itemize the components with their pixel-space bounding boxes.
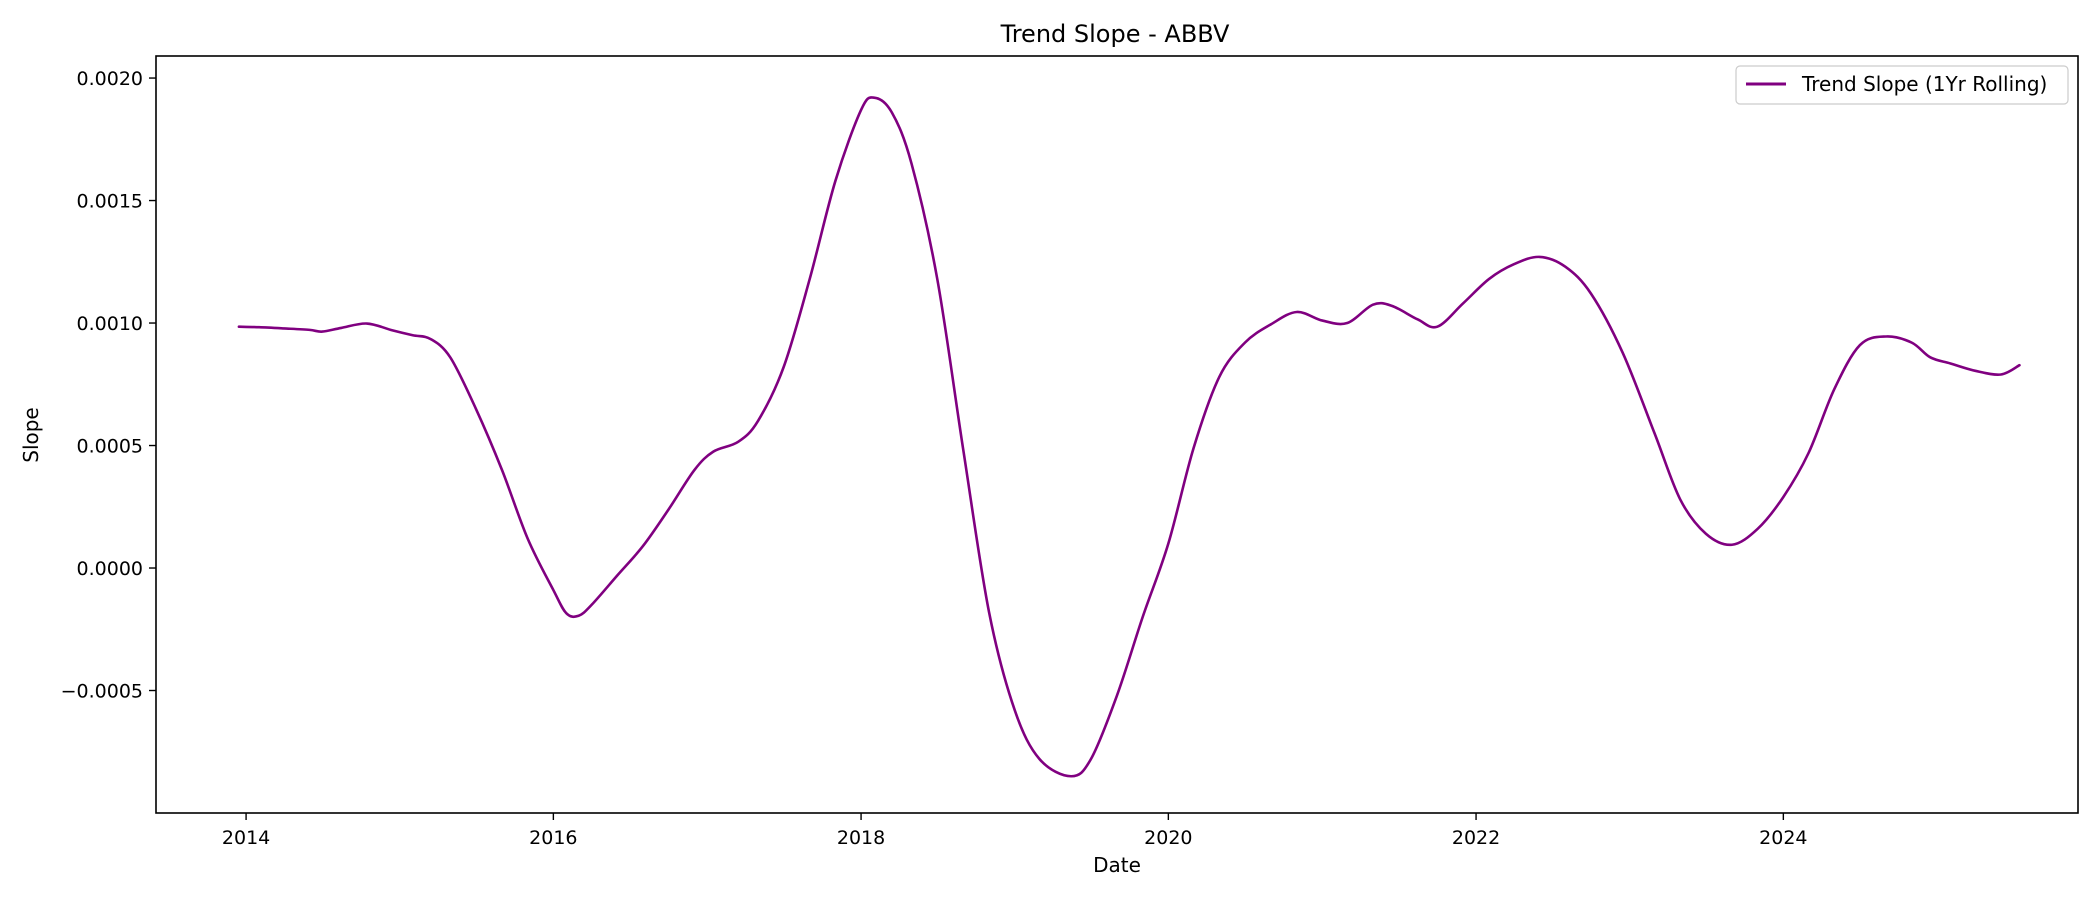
y-axis-label: Slope [19,407,43,463]
y-axis: −0.0005 0.0000 0.0005 0.0010 0.0015 0.0020 [61,68,156,703]
y-tick-label: −0.0005 [61,681,143,703]
axes-frame [155,55,2079,814]
x-tick-label: 2018 [837,827,885,849]
y-tick-label: 0.0000 [77,558,143,580]
x-tick-label: 2016 [529,827,577,849]
x-axis: 2014 2016 2018 2020 2022 2024 [222,813,1808,849]
y-tick-label: 0.0020 [77,68,143,90]
series-line-0 [237,96,2021,778]
y-tick-label: 0.0005 [77,436,143,458]
x-tick-label: 2022 [1452,827,1500,849]
x-tick-label: 2024 [1759,827,1807,849]
y-tick-label: 0.0015 [77,191,143,213]
legend-label: Trend Slope (1Yr Rolling) [1801,72,2047,96]
legend: Trend Slope (1Yr Rolling) [1735,65,2069,105]
x-tick-label: 2014 [222,827,270,849]
legend-box [1735,65,2069,105]
plot-area [237,96,2021,778]
chart-title: Trend Slope - ABBV [1000,20,1230,48]
y-tick-label: 0.0010 [77,313,143,335]
x-axis-label: Date [1093,853,1141,877]
x-tick-label: 2020 [1144,827,1192,849]
